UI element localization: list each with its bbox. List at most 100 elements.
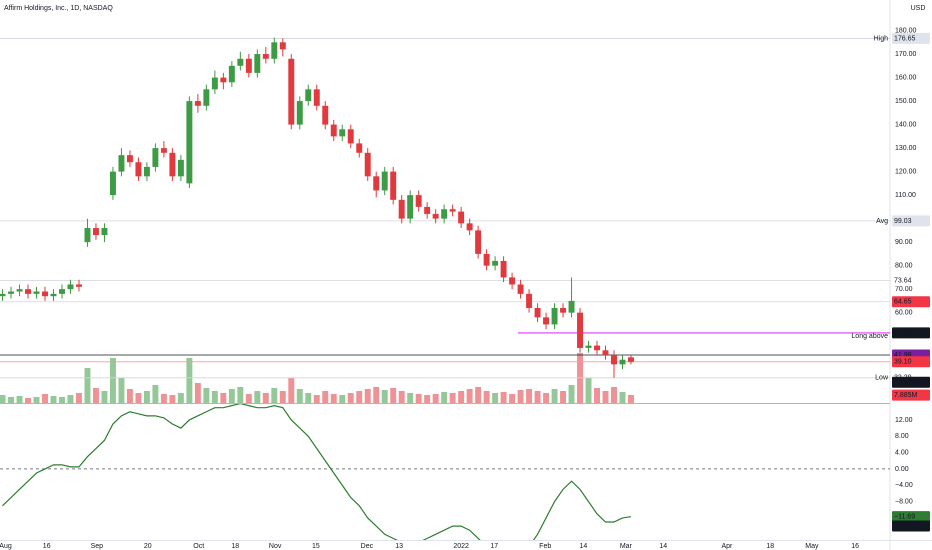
volume-bar	[169, 395, 176, 403]
y-tick-label: 90.00	[895, 239, 913, 246]
level-name: Long above	[851, 333, 888, 340]
candle-body	[245, 58, 252, 73]
volume-bar	[611, 387, 617, 403]
candle-body	[330, 124, 337, 137]
x-tick-label: Nov	[269, 543, 282, 550]
candle-body	[262, 54, 269, 59]
volume-bar	[373, 387, 380, 403]
volume-bar	[25, 398, 31, 403]
volume-bar	[500, 392, 507, 403]
candle-body	[220, 77, 227, 83]
x-tick-label: Feb	[539, 543, 551, 550]
level-label: 99.03	[894, 218, 912, 225]
macd-tick-label: −8.00	[895, 498, 913, 505]
candle-body	[381, 171, 388, 191]
candle-body	[347, 129, 354, 144]
candle-body	[373, 176, 380, 191]
macd-label-box	[892, 511, 930, 523]
candle-body	[67, 284, 74, 290]
candle-body	[432, 213, 439, 219]
candle-body	[449, 209, 456, 212]
volume-bar	[305, 393, 312, 403]
macd-label-box	[892, 520, 930, 532]
candle-body	[271, 42, 278, 59]
candle-body	[407, 195, 414, 219]
candle-body	[92, 228, 99, 236]
volume-bar	[432, 394, 439, 403]
volume-bar	[415, 394, 422, 403]
y-tick-label: 120.00	[895, 168, 917, 175]
candle-body	[526, 293, 533, 308]
volume-bar	[135, 393, 142, 403]
candle-body	[169, 152, 176, 177]
volume-bar	[33, 397, 40, 403]
x-tick-label: Aug	[0, 543, 12, 550]
macd-label: −13.96	[894, 523, 916, 530]
candle-body	[364, 152, 371, 177]
volume-bar	[0, 395, 6, 403]
x-tick-label: 18	[766, 543, 774, 550]
candle-body	[543, 317, 550, 325]
volume-bar	[483, 391, 490, 403]
volume-bar	[228, 389, 235, 403]
volume-bar	[407, 393, 414, 403]
level-label: 73.64	[894, 277, 912, 284]
y-tick-label: 80.00	[895, 262, 913, 269]
volume-bar	[296, 389, 303, 403]
candle-body	[0, 293, 6, 297]
volume-bar	[594, 388, 600, 403]
volume-bar	[381, 390, 388, 403]
macd-tick-label: 0.00	[895, 466, 909, 473]
x-tick-label: 18	[231, 543, 239, 550]
x-tick-label: May	[805, 543, 819, 550]
candle-body	[296, 101, 303, 125]
candle-body	[25, 289, 31, 294]
volume-bar	[449, 393, 456, 403]
level-label-box	[892, 32, 930, 44]
volume-bar	[390, 388, 397, 403]
candle-body	[135, 162, 142, 177]
volume-bar	[356, 391, 363, 403]
volume-bar	[126, 389, 133, 403]
volume-bar	[50, 396, 57, 403]
candle-body	[339, 129, 346, 137]
volume-bar	[398, 391, 405, 403]
macd-tick-label: 4.00	[895, 449, 909, 456]
level-label: 41.98	[894, 352, 912, 359]
candle-body	[59, 289, 65, 294]
candle-body	[76, 284, 82, 287]
y-tick-label: 70.00	[895, 286, 913, 293]
y-tick-label: 110.00	[895, 192, 916, 199]
candle-body	[424, 206, 431, 214]
volume-bar	[424, 395, 431, 403]
candle-body	[611, 354, 617, 365]
candle-body	[305, 89, 312, 102]
volume-bar	[458, 391, 465, 403]
volume-bar	[347, 393, 354, 403]
level-name: High	[874, 35, 889, 42]
level-name: Low	[875, 375, 889, 382]
candle-body	[628, 357, 634, 362]
macd-tick-label: 12.00	[895, 417, 913, 424]
x-tick-label: Sep	[91, 543, 104, 550]
candle-body	[568, 300, 575, 313]
candle-body	[551, 307, 558, 325]
level-name: Avg	[876, 218, 888, 225]
x-tick-label: 17	[490, 543, 498, 550]
volume-bar	[143, 391, 150, 403]
candle-body	[288, 58, 295, 125]
volume-bar	[203, 388, 210, 403]
volume-bar	[42, 394, 48, 403]
volume-bar	[76, 393, 82, 403]
candle-body	[228, 65, 235, 83]
candle-body	[313, 89, 320, 106]
x-tick-label: 2022	[453, 543, 469, 550]
candle-body	[619, 359, 626, 365]
x-tick-label: 20	[144, 543, 152, 550]
candle-body	[475, 230, 482, 254]
volume-bar	[92, 388, 99, 403]
volume-bar	[322, 391, 329, 403]
candle-body	[33, 291, 40, 294]
volume-bar	[364, 389, 371, 403]
level-label-box	[892, 296, 930, 308]
